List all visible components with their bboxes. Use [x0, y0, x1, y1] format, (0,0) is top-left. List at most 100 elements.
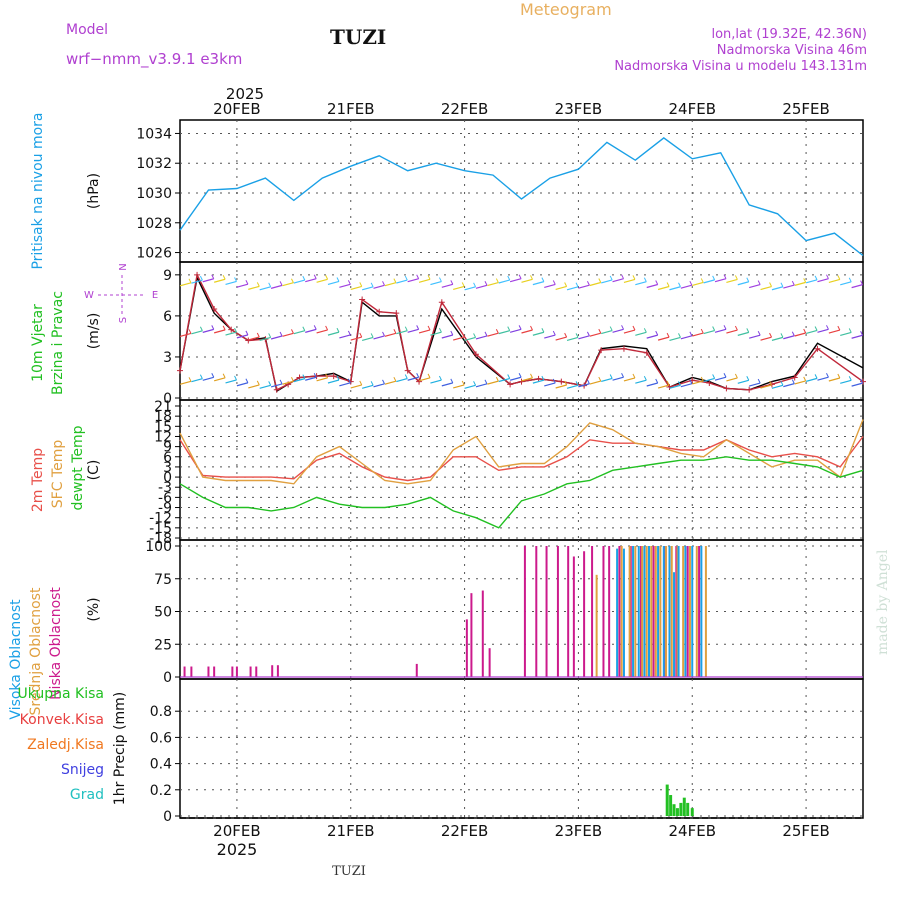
wind-barb: [635, 331, 647, 336]
wind-barb-flag: [325, 373, 329, 379]
bar-ukupna-kisa: [669, 795, 673, 816]
wind-barb-flag: [552, 378, 556, 384]
bar-niska-oblacnost: [618, 546, 621, 677]
wind-barb: [293, 330, 305, 335]
y-unit-label: (%): [86, 597, 102, 621]
wind-barb: [851, 284, 863, 289]
wind-barb-flag: [438, 327, 442, 333]
top-day-label: 21FEB: [327, 100, 374, 118]
wind-barb-flag: [416, 325, 420, 330]
wind-barb-flag: [643, 375, 647, 381]
wind-marker: [814, 345, 821, 352]
wind-barb-flag: [359, 282, 363, 287]
wind-barb-flag: [199, 374, 203, 379]
wind-barb-flag: [814, 326, 818, 331]
y-tick-label: -9: [158, 501, 172, 517]
wind-barb-flag: [438, 277, 442, 282]
bar-niska-oblacnost: [190, 666, 193, 677]
bottom-day-label: 23FEB: [555, 822, 602, 840]
wind-barb: [749, 382, 761, 387]
wind-barb-flag: [427, 275, 431, 280]
wind-barb-flag: [632, 325, 636, 331]
wind-barb-flag: [404, 275, 408, 281]
wind-barb: [259, 286, 271, 291]
wind-barb: [578, 335, 590, 340]
wind-barb: [213, 377, 226, 382]
wind-barb: [213, 278, 226, 283]
legend-label: Ukupna Kisa: [17, 686, 104, 702]
wind-barb-flag: [609, 275, 613, 281]
wind-barb: [601, 377, 613, 383]
wind-barb: [361, 336, 374, 342]
wind-barb-flag: [848, 328, 852, 333]
bar-ukupna-kisa: [682, 797, 686, 816]
wind-barb: [373, 383, 385, 388]
wind-barb: [521, 377, 533, 382]
y-unit-label: 1hr Precip (mm): [112, 692, 128, 805]
bottom-day-label: 21FEB: [327, 822, 374, 840]
bar-srednja-oblacnost: [688, 546, 691, 677]
wind-barb: [726, 377, 738, 382]
y-tick-label: 0: [163, 391, 172, 407]
wind-barb-flag: [541, 328, 545, 333]
wind-barb: [703, 279, 715, 284]
wind-barb-flag: [359, 380, 363, 386]
wind-barb-flag: [336, 375, 340, 381]
bar-srednja-oblacnost: [659, 546, 662, 677]
bar-visoka-oblacnost: [684, 546, 687, 677]
y-title-label: Brzina i Pravac: [50, 291, 66, 395]
bar-niska-oblacnost: [675, 546, 678, 677]
wind-barb: [430, 331, 442, 336]
bar-visoka-oblacnost: [647, 546, 650, 677]
wind-barb: [327, 280, 340, 286]
wind-barb-flag: [336, 327, 340, 333]
wind-marker: [177, 367, 183, 374]
wind-barb-flag: [746, 277, 750, 282]
wind-barb-flag: [769, 380, 772, 386]
y-title-label: Visoka Oblacnost: [8, 599, 24, 720]
wind-barb: [316, 278, 328, 283]
wind-barb-flag: [803, 328, 807, 334]
wind-barb: [817, 278, 829, 283]
wind-barb: [316, 377, 328, 382]
wind-barb: [282, 332, 294, 337]
wind-barb-flag: [826, 274, 829, 279]
wind-marker: [416, 378, 423, 385]
wind-barb-flag: [234, 327, 237, 333]
wind-barb-flag: [689, 280, 693, 286]
wind-barb: [771, 384, 784, 389]
wind-barb: [305, 278, 317, 283]
wind-barb-flag: [541, 375, 545, 381]
wind-barb-flag: [450, 280, 454, 285]
wind-barb-flag: [416, 274, 420, 279]
y-title-label: 2m Temp: [30, 448, 46, 512]
wind-barb: [555, 336, 567, 341]
bar-srednja-oblacnost: [670, 546, 673, 677]
wind-barb-flag: [495, 278, 499, 283]
wind-barb-flag: [256, 282, 260, 287]
wind-barb: [635, 281, 647, 286]
bar-srednja-oblacnost: [634, 546, 637, 677]
y-tick-label: -6: [158, 490, 172, 506]
wind-marker: [273, 386, 280, 393]
wind-barb: [202, 328, 214, 333]
y-tick-label: 12: [154, 429, 172, 445]
wind-barb-flag: [734, 275, 738, 280]
wind-marker: [666, 384, 673, 391]
wind-barb: [202, 376, 214, 381]
wind-barb: [828, 377, 841, 382]
top-day-label: 22FEB: [441, 100, 488, 118]
wind-barb: [760, 384, 772, 389]
wind-barb: [350, 285, 362, 290]
wind-barb-flag: [484, 379, 488, 385]
wind-barb-flag: [382, 379, 385, 385]
wind-barb: [498, 330, 510, 335]
wind-barb: [498, 279, 510, 284]
wind-barb: [817, 376, 829, 381]
wind-barb: [760, 336, 772, 341]
wind-barb: [657, 336, 670, 341]
wind-barb-flag: [826, 372, 829, 378]
top-day-label: 24FEB: [669, 100, 716, 118]
wind-barb: [179, 380, 192, 385]
y-tick-label: 0: [163, 809, 172, 825]
